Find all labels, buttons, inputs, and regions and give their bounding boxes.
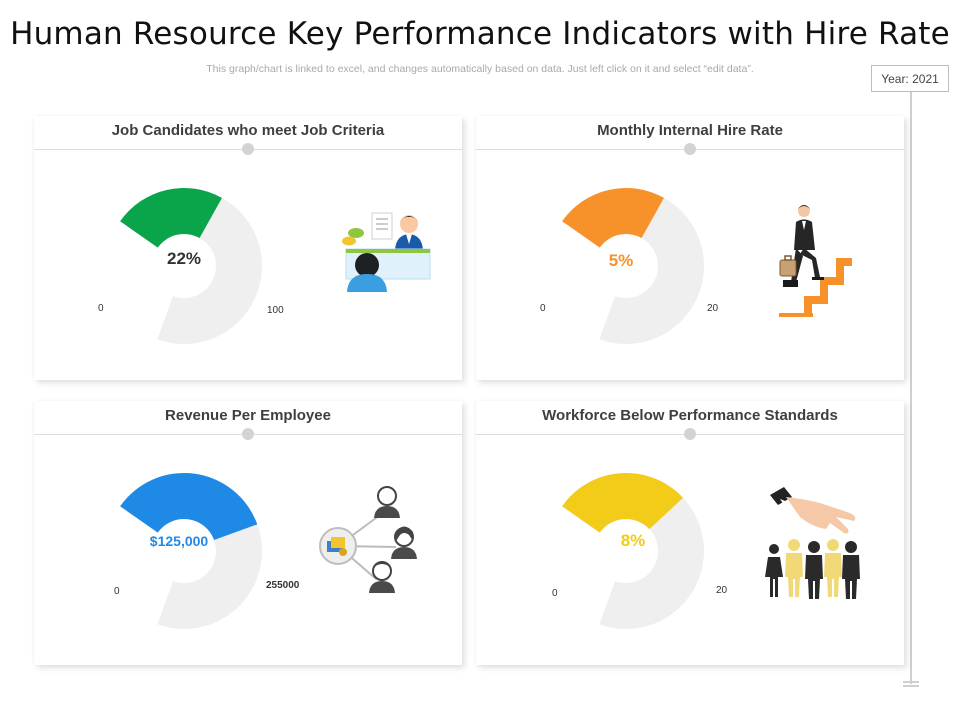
year-label: Year: 2021: [871, 65, 949, 92]
gauge-min-label: 0: [540, 303, 546, 314]
timeline-foot-line: [903, 681, 919, 683]
card-title: Workforce Below Performance Standards: [542, 407, 838, 424]
card-divider-dot: [242, 428, 254, 440]
gauge-value-arc: [562, 473, 684, 533]
gauge-chart: [120, 473, 262, 629]
card-title: Revenue Per Employee: [165, 407, 331, 424]
gauge-max-label: 20: [716, 585, 728, 596]
gauge-value-arc: [120, 473, 258, 541]
gauge-chart: [562, 473, 704, 629]
timeline-line: [910, 92, 912, 684]
gauge-value-label: $125,000: [149, 533, 209, 549]
gauge-value-arc: [562, 188, 664, 248]
gauge-value-label: 5%: [608, 251, 634, 270]
card-title: Job Candidates who meet Job Criteria: [111, 122, 385, 139]
interview-icon: [342, 212, 431, 292]
card-divider-dot: [684, 143, 696, 155]
gauge-max-label: 100: [267, 305, 284, 316]
gauge-min-label: 0: [114, 586, 120, 597]
card-divider-dot: [242, 143, 254, 155]
career-stairs-icon: [779, 205, 852, 317]
gauge-value-label: 8%: [620, 531, 646, 550]
kpi-card-workforce-below-standards: Workforce Below Performance Standards 8%…: [476, 401, 904, 665]
gauge-min-label: 0: [98, 303, 104, 314]
gauge-max-label: 20: [707, 303, 719, 314]
page-title: Human Resource Key Performance Indicator…: [10, 16, 950, 52]
gauge-chart: [562, 188, 704, 344]
kpi-card-job-candidates: Job Candidates who meet Job Criteria 22%…: [34, 116, 462, 380]
card-title: Monthly Internal Hire Rate: [597, 122, 783, 139]
workforce-selection-icon: [765, 487, 860, 599]
card-divider-dot: [684, 428, 696, 440]
kpi-card-internal-hire-rate: Monthly Internal Hire Rate 5% 0 20: [476, 116, 904, 380]
gauge-min-label: 0: [552, 588, 558, 599]
timeline-foot-line: [903, 685, 919, 687]
kpi-card-revenue-per-employee: Revenue Per Employee $125,000 0 255000: [34, 401, 462, 665]
gauge-value-arc: [120, 188, 222, 248]
revenue-network-icon: [319, 486, 417, 593]
page-subtitle: This graph/chart is linked to excel, and…: [206, 63, 754, 75]
gauge-value-label: 22%: [166, 249, 202, 268]
gauge-chart: [120, 188, 262, 344]
gauge-max-label: 255000: [266, 580, 300, 591]
